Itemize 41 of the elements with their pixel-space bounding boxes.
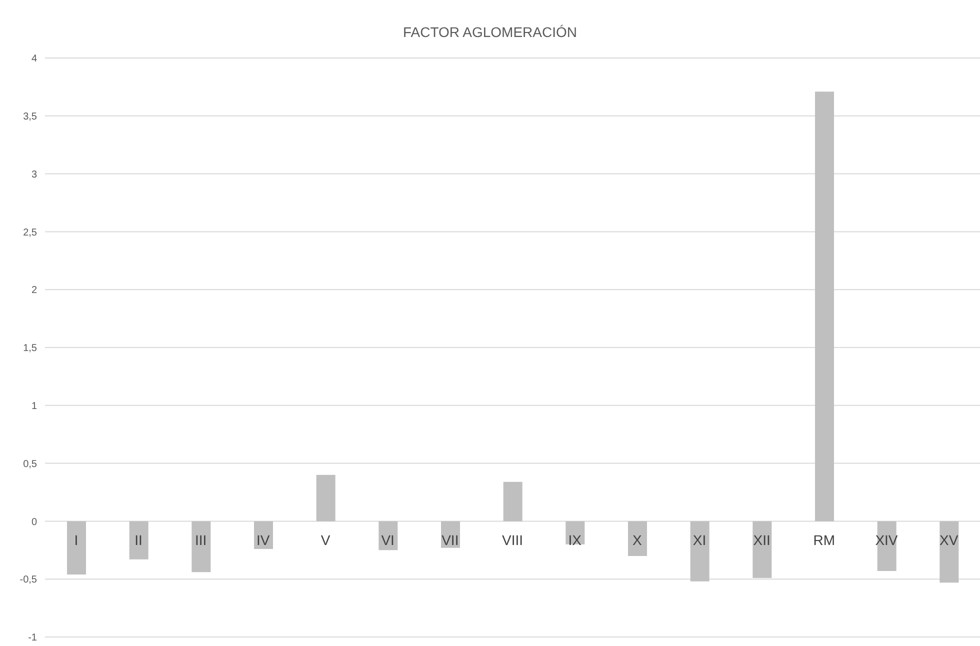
x-tick-label: IV xyxy=(256,532,270,548)
x-tick-label: XIV xyxy=(875,532,898,548)
bar xyxy=(628,521,647,556)
bar xyxy=(503,482,522,522)
bar xyxy=(877,521,896,571)
y-tick-label: 3,5 xyxy=(23,111,38,122)
x-tick-label: VI xyxy=(381,532,394,548)
y-tick-label: 0 xyxy=(31,516,38,528)
bar xyxy=(129,521,148,560)
x-tick-label: XII xyxy=(753,532,770,548)
x-tick-label: X xyxy=(632,532,642,548)
x-tick-label: XV xyxy=(939,532,959,548)
x-tick-label: XI xyxy=(692,532,706,548)
x-tick-label: III xyxy=(194,532,207,548)
y-tick-label: -0,5 xyxy=(20,574,38,586)
y-tick-label: -1 xyxy=(28,632,38,644)
chart-title: FACTOR AGLOMERACIÓN xyxy=(402,24,578,40)
bar xyxy=(566,521,585,544)
bar xyxy=(67,521,86,574)
x-tick-label: II xyxy=(134,532,142,548)
bar xyxy=(378,521,398,550)
x-tick-label: IX xyxy=(568,532,582,548)
y-tick-label: 2,5 xyxy=(23,227,38,238)
bar xyxy=(940,521,959,583)
y-tick-label: 2 xyxy=(31,285,38,296)
bar xyxy=(690,521,710,582)
bar xyxy=(254,521,273,549)
bar xyxy=(815,92,834,522)
y-tick-label: 0,5 xyxy=(23,458,38,470)
bar xyxy=(192,521,211,572)
y-tick-label: 1,5 xyxy=(23,343,38,354)
x-tick-label: VII xyxy=(442,532,459,548)
x-tick-label: I xyxy=(74,532,78,548)
x-tick-label: RM xyxy=(813,532,836,548)
x-tick-label: VIII xyxy=(502,532,524,548)
bar xyxy=(316,474,336,522)
x-tick-label: V xyxy=(320,532,331,548)
y-tick-label: 4 xyxy=(31,54,38,65)
y-tick-label: 3 xyxy=(31,169,38,180)
y-tick-label: 1 xyxy=(31,400,38,412)
bar xyxy=(752,521,772,578)
